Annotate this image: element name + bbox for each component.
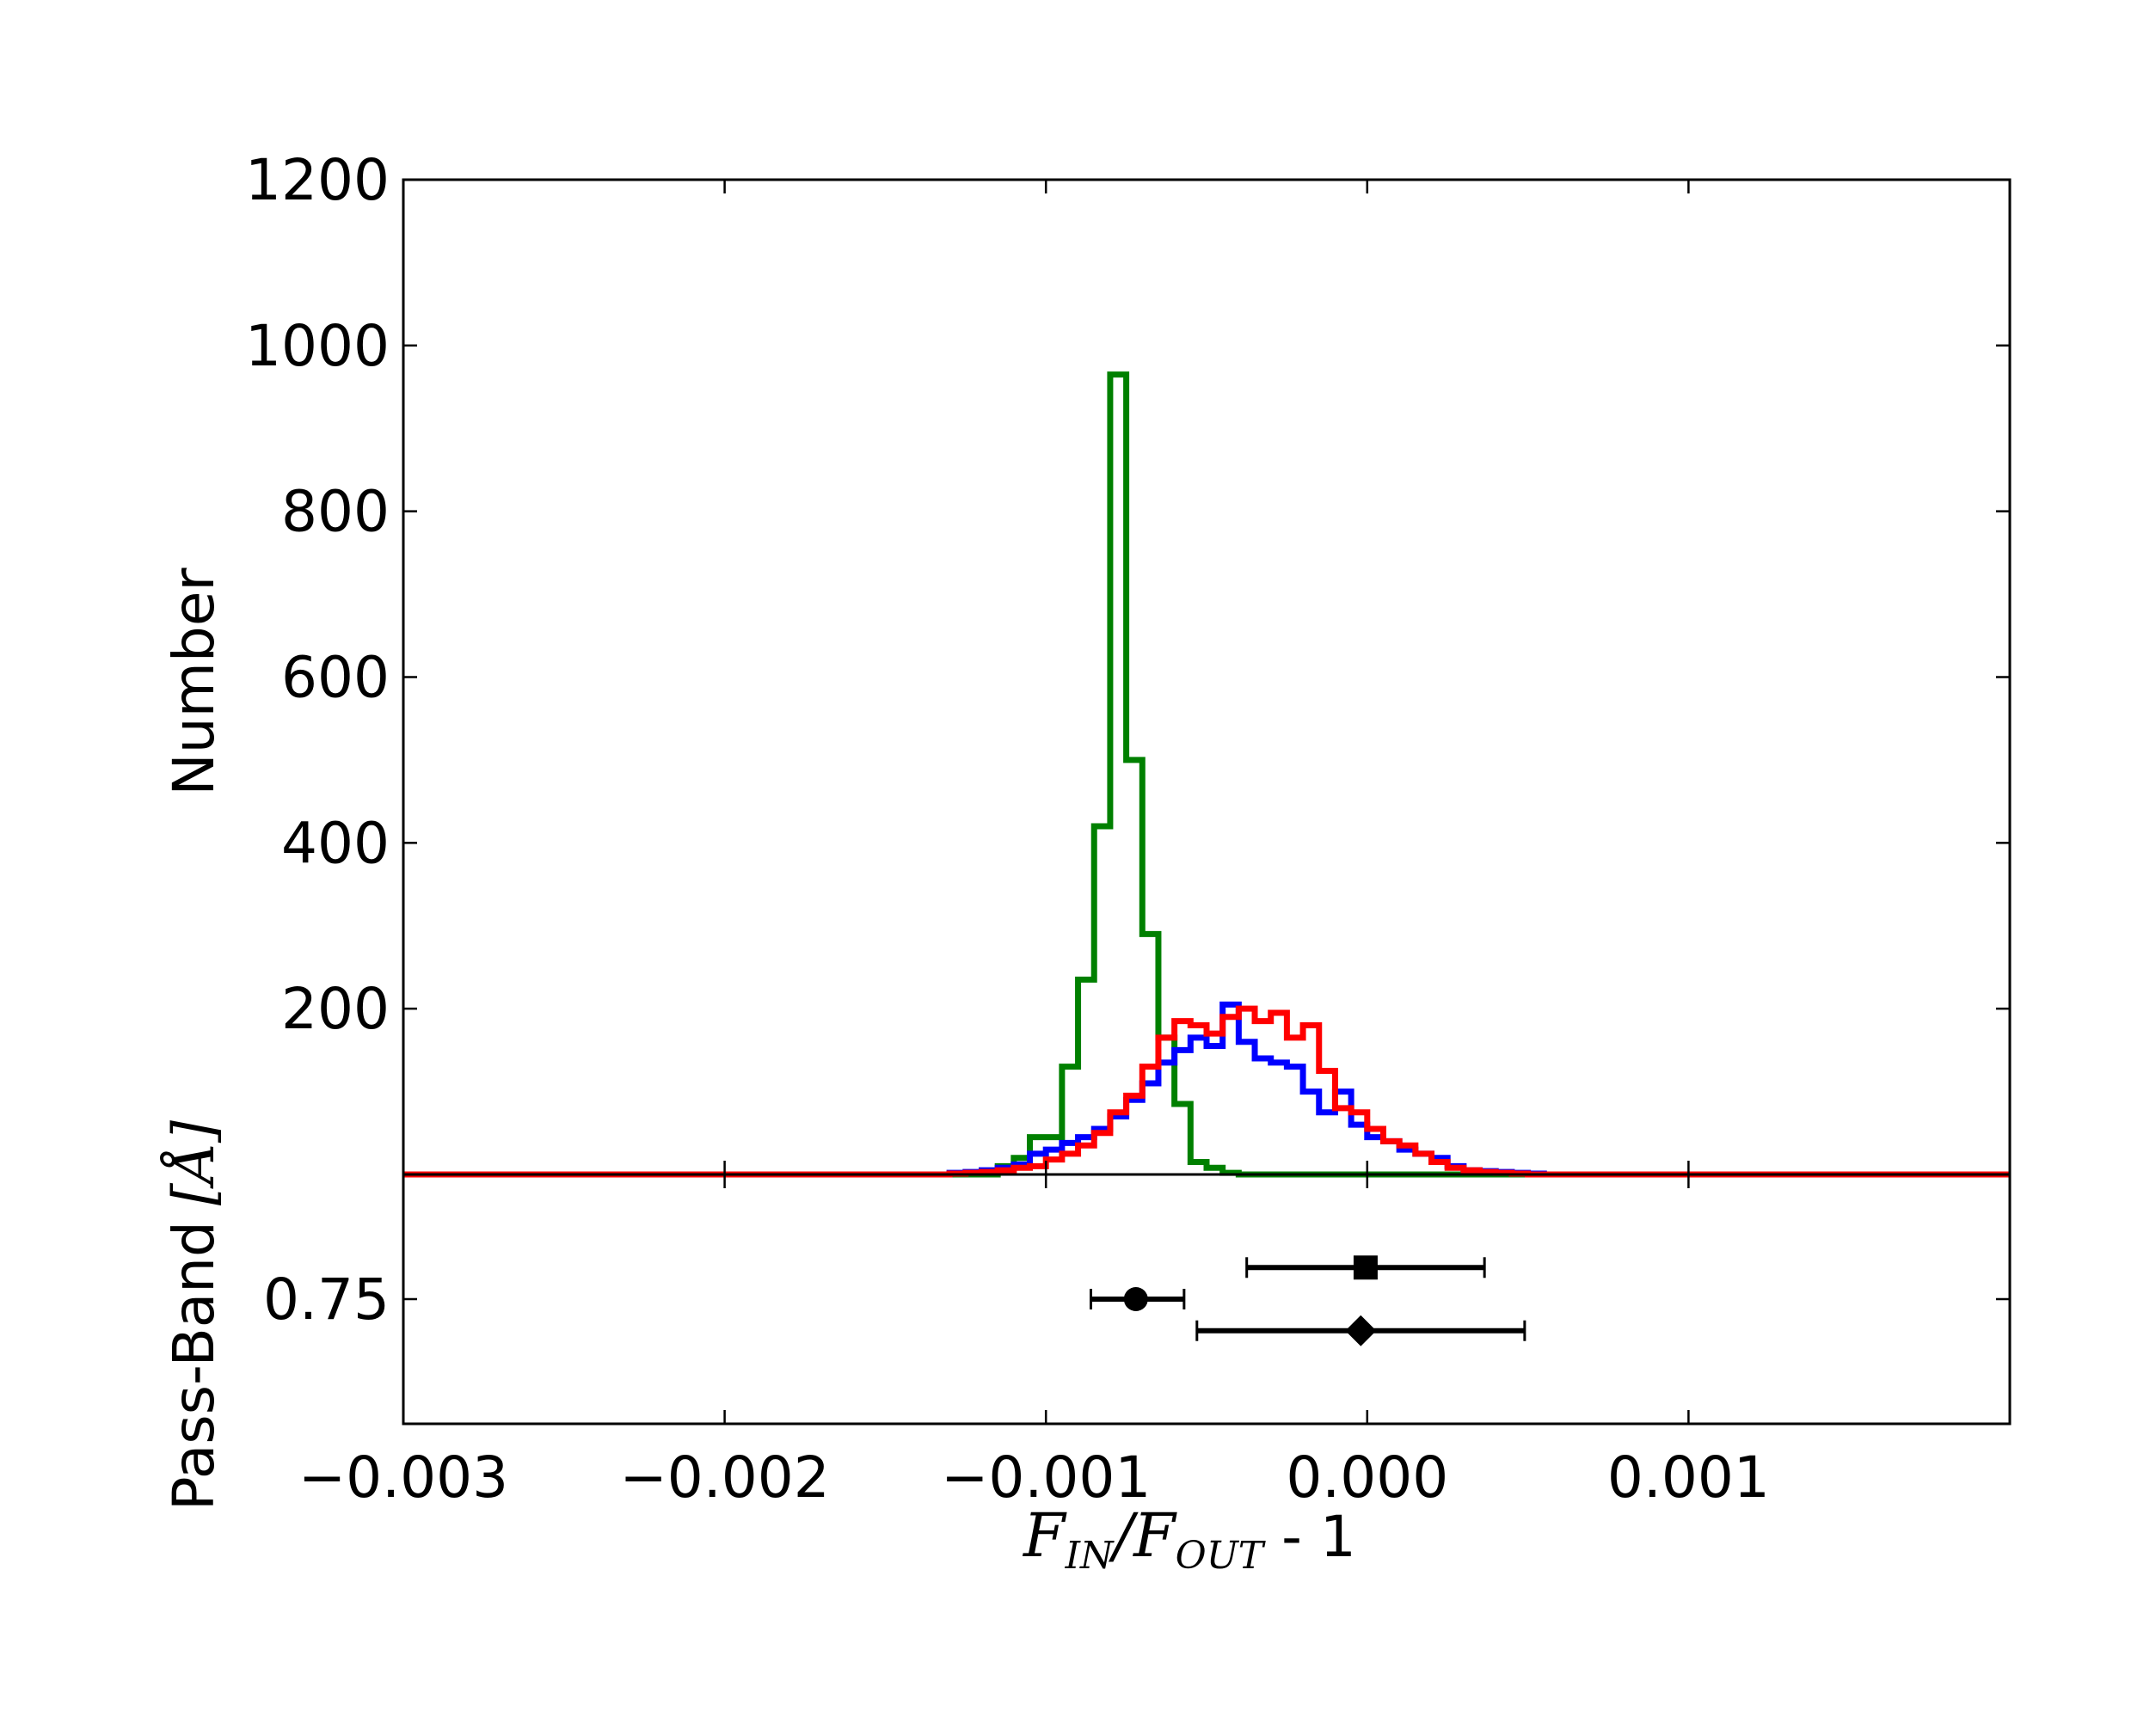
passband-point-diamond bbox=[1195, 1315, 1526, 1346]
x-tick-label: 0.000 bbox=[1286, 1444, 1448, 1511]
histogram-ytick-label: 1200 bbox=[245, 147, 390, 213]
x-tick-label: 0.001 bbox=[1607, 1444, 1770, 1511]
passband-points-group bbox=[1090, 1255, 1526, 1346]
x-tick-label: −0.002 bbox=[619, 1444, 829, 1511]
passband-y-axis-label: Pass-Band [Å] bbox=[161, 1120, 227, 1511]
x-label-rest: - 1 bbox=[1263, 1504, 1356, 1570]
x-label-sub-out: OUT bbox=[1176, 1534, 1267, 1578]
histogram-ytick-label: 400 bbox=[281, 810, 390, 876]
x-tick-labels: −0.003 −0.002 −0.001 0.000 0.001 bbox=[298, 1444, 1770, 1511]
histogram-series-group bbox=[403, 371, 2010, 1178]
marker-diamond bbox=[1345, 1315, 1377, 1346]
passband-ytick-labels: 0.75 bbox=[263, 1266, 390, 1333]
histogram-ytick-label: 1000 bbox=[245, 313, 390, 379]
histogram-series-red bbox=[403, 1005, 2010, 1178]
histogram-panel: 200 400 600 800 1000 1200 Number bbox=[161, 147, 2012, 1178]
histogram-ytick-labels: 200 400 600 800 1000 1200 bbox=[245, 147, 390, 1042]
x-tick-label: −0.001 bbox=[941, 1444, 1151, 1511]
marker-square bbox=[1353, 1255, 1378, 1280]
x-label-f2: F bbox=[1132, 1500, 1177, 1571]
marker-circle bbox=[1123, 1287, 1148, 1311]
histogram-ytick-label: 200 bbox=[281, 976, 390, 1042]
x-axis-label: FIN/FOUT - 1 bbox=[1022, 1500, 1356, 1578]
histogram-ytick-label: 800 bbox=[281, 479, 390, 545]
x-tick-label: −0.003 bbox=[298, 1444, 508, 1511]
passband-point-square bbox=[1245, 1255, 1486, 1280]
histogram-ticks bbox=[402, 178, 2010, 1174]
passband-ticks bbox=[402, 1174, 2010, 1424]
passband-ytick-label: 0.75 bbox=[263, 1266, 390, 1333]
passband-panel: 0.75 −0.003 −0.002 −0.001 0.000 0.001 bbox=[263, 1173, 2012, 1511]
x-label-sub-in: IN bbox=[1065, 1534, 1115, 1578]
x-label-f1: F bbox=[1022, 1500, 1067, 1571]
passband-y-axis-unit: [Å] bbox=[161, 1120, 227, 1205]
histogram-y-axis-label: Number bbox=[161, 567, 227, 796]
histogram-ytick-label: 600 bbox=[281, 645, 390, 711]
passband-point-circle bbox=[1090, 1287, 1186, 1311]
passband-y-axis-label-text: Pass-Band bbox=[161, 1221, 227, 1511]
